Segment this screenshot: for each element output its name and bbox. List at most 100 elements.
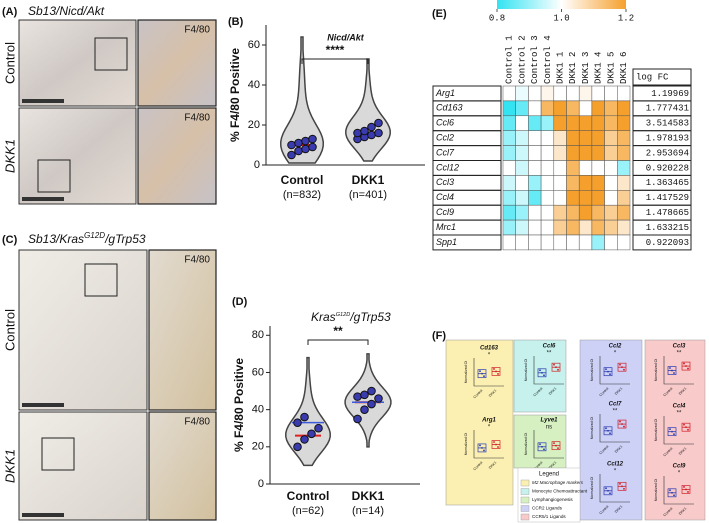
heatmap-cell bbox=[566, 85, 580, 102]
micrograph bbox=[18, 107, 137, 205]
stain-label: F4/80 bbox=[184, 113, 210, 124]
title-part: Kras bbox=[311, 310, 336, 324]
heatmap-cell bbox=[540, 204, 555, 221]
significance: * bbox=[488, 353, 491, 359]
data-point bbox=[308, 134, 317, 144]
logfc-value: 1.478665 bbox=[646, 208, 689, 218]
dot bbox=[671, 430, 673, 433]
significance: ** bbox=[547, 351, 552, 357]
dot bbox=[539, 369, 541, 372]
significance: * bbox=[678, 471, 681, 477]
heatmap-cell bbox=[578, 145, 593, 161]
micrograph-zoom bbox=[137, 19, 217, 107]
dot bbox=[623, 368, 625, 371]
y-tick-label: 60 bbox=[248, 39, 260, 51]
row-label: Control bbox=[2, 309, 17, 351]
dot bbox=[539, 443, 541, 446]
heatmap-cell bbox=[515, 160, 529, 176]
dot bbox=[497, 373, 499, 375]
heatmap-cell bbox=[566, 190, 580, 206]
logfc-value: 1.978193 bbox=[646, 134, 689, 144]
gene-title: Ccl4 bbox=[673, 404, 686, 410]
legend-swatch bbox=[520, 505, 530, 512]
heatmap-cell bbox=[591, 234, 605, 251]
logfc-value: 0.920228 bbox=[646, 163, 689, 173]
heatmap-cell bbox=[502, 130, 516, 146]
legend-label: M2 Macrophage markers bbox=[532, 480, 584, 485]
group-n: (n=62) bbox=[292, 505, 324, 517]
heatmap-cell bbox=[515, 100, 529, 117]
dot bbox=[683, 362, 685, 365]
dot bbox=[541, 445, 543, 448]
mini-axes bbox=[599, 474, 630, 503]
dot bbox=[619, 482, 621, 485]
heatmap-cell bbox=[502, 175, 516, 191]
dot bbox=[619, 420, 621, 423]
dot bbox=[483, 375, 485, 378]
data-point bbox=[374, 394, 383, 403]
heatmap-cell bbox=[566, 115, 580, 131]
heatmap-cell bbox=[604, 130, 618, 146]
y-axis-label: % F4/80 Positive bbox=[228, 48, 242, 142]
logfc-value: 0.922093 bbox=[646, 238, 689, 248]
y-axis-label: Normalized Ct bbox=[464, 433, 468, 455]
x-tick-label: Control bbox=[287, 489, 330, 503]
data-point bbox=[360, 405, 369, 414]
group-background bbox=[445, 339, 514, 506]
heatmap-cell bbox=[528, 145, 542, 161]
significance: ** bbox=[677, 351, 682, 357]
heatmap-cell bbox=[617, 130, 631, 146]
heatmap-cell bbox=[617, 145, 631, 161]
logfc-header-box bbox=[632, 68, 692, 86]
heatmap-cell bbox=[591, 175, 605, 191]
heatmap-cell bbox=[528, 115, 542, 131]
micrograph bbox=[18, 19, 137, 107]
scale-bar bbox=[22, 403, 64, 407]
heatmap-cell bbox=[528, 190, 542, 206]
x-tick-label: DKK1 bbox=[678, 507, 687, 516]
dot bbox=[553, 442, 555, 445]
heatmap-cell bbox=[604, 160, 618, 176]
x-tick-label: Control bbox=[599, 386, 610, 397]
y-tick-label: 0 bbox=[258, 478, 264, 490]
gene-title: Ccl2 bbox=[609, 344, 622, 350]
dot bbox=[541, 371, 543, 374]
data-point bbox=[353, 392, 362, 401]
column-label: Control 3 bbox=[530, 35, 540, 84]
panel-label: (D) bbox=[232, 296, 248, 308]
dot bbox=[621, 366, 623, 369]
heatmap-cell bbox=[566, 160, 580, 176]
significance-bracket bbox=[301, 58, 369, 64]
heatmap-cell bbox=[591, 160, 605, 176]
heatmap-cell bbox=[604, 145, 618, 161]
column-label: DKK1 1 bbox=[556, 52, 566, 84]
y-axis-label: Normalized Ct bbox=[590, 417, 594, 439]
dot bbox=[481, 372, 483, 375]
x-tick-label: Control bbox=[533, 460, 544, 471]
heatmap-cell bbox=[617, 234, 631, 251]
heatmap-cell bbox=[604, 190, 618, 206]
heatmap-cell bbox=[553, 160, 567, 176]
gene-title: Ccl7 bbox=[609, 402, 622, 408]
x-tick-label: Control bbox=[599, 504, 610, 515]
mini-axes bbox=[473, 358, 504, 387]
mini-axes bbox=[533, 356, 564, 385]
heatmap-cell bbox=[578, 85, 593, 102]
heatmap-cell bbox=[528, 204, 542, 221]
significance-bracket bbox=[307, 339, 369, 345]
x-tick-label: Control bbox=[599, 444, 610, 455]
scale-bar bbox=[22, 99, 64, 103]
heatmap-cell bbox=[591, 100, 605, 117]
dot bbox=[683, 486, 685, 488]
x-tick-label: DKK1 bbox=[678, 387, 687, 396]
data-point bbox=[300, 412, 309, 422]
y-axis-label: Normalized Ct bbox=[590, 359, 594, 381]
stain-label: F4/80 bbox=[184, 25, 210, 36]
colorbar-tick-label: 1.2 bbox=[618, 13, 634, 23]
column-label: DKK1 3 bbox=[581, 52, 591, 84]
dot bbox=[605, 368, 607, 371]
title-part: /gTrp53 bbox=[104, 232, 146, 246]
violin bbox=[345, 58, 391, 162]
heatmap-cell bbox=[553, 100, 567, 117]
